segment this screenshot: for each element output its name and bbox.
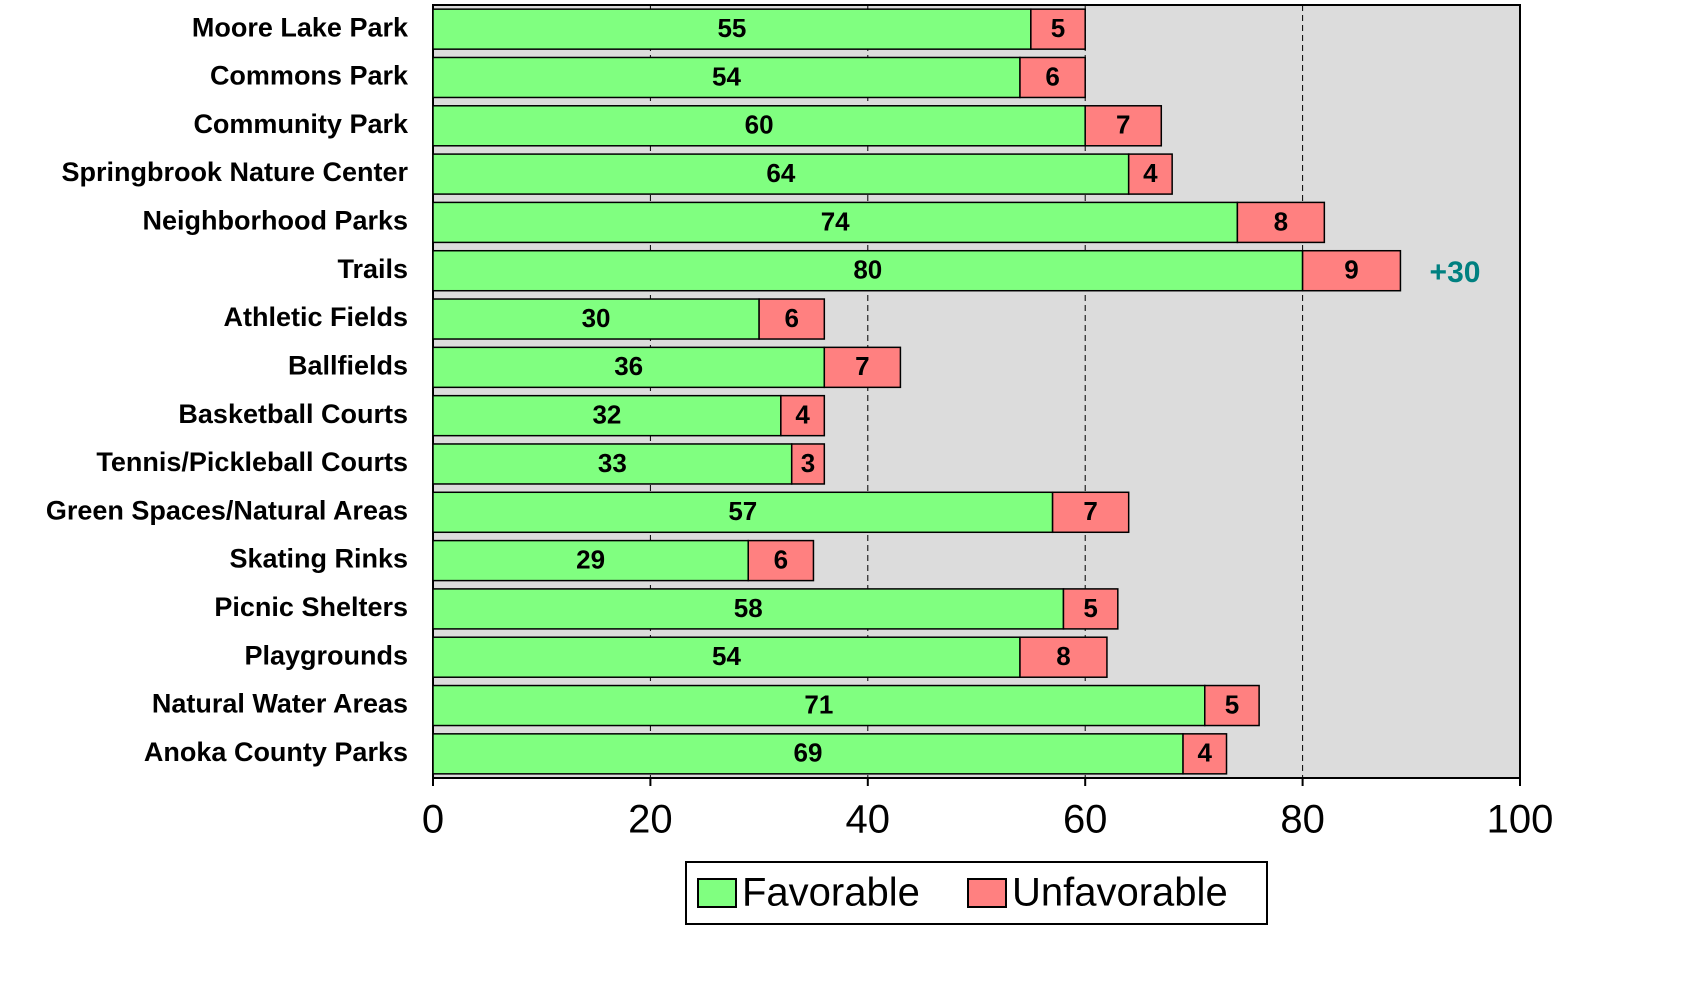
data-label: 60 [745, 110, 774, 140]
bar-segment [1019, 636, 1108, 678]
bar-segment [432, 249, 1304, 292]
data-label: 8 [1274, 206, 1288, 236]
data-label: 36 [614, 351, 643, 381]
data-label: 71 [804, 689, 833, 719]
data-label: 4 [1198, 738, 1213, 768]
data-label: 58 [734, 593, 763, 623]
data-label: 32 [592, 400, 621, 430]
bar-segment [1084, 105, 1163, 147]
data-label: 3 [801, 448, 815, 478]
bar-segment [790, 443, 826, 485]
data-label: 6 [784, 303, 798, 333]
category-label: Community Park [193, 109, 409, 139]
data-label: 8 [1056, 641, 1070, 671]
category-label: Natural Water Areas [152, 689, 408, 719]
data-label: 9 [1344, 255, 1358, 285]
x-tick-label: 20 [628, 798, 673, 842]
x-tick-label: 80 [1280, 798, 1325, 842]
bar-segment [432, 636, 1021, 678]
category-label: Anoka County Parks [144, 737, 408, 767]
bar-segment [432, 56, 1021, 99]
bar-segment [1051, 491, 1130, 534]
bar-segment [432, 8, 1032, 50]
category-label: Skating Rinks [229, 544, 408, 574]
bar-segment [432, 298, 760, 340]
data-label: 30 [582, 303, 611, 333]
category-label: Tennis/Pickleball Courts [96, 447, 408, 477]
bar-segment [747, 539, 815, 582]
bar-segment [432, 153, 1130, 195]
bar-segment [1030, 8, 1086, 50]
legend-swatch [967, 878, 1007, 908]
data-label: 6 [774, 544, 788, 574]
bar-segment [758, 298, 826, 340]
bar-segment [432, 443, 793, 485]
bar-segment [1127, 153, 1173, 195]
data-label: 64 [766, 158, 795, 188]
category-label: Trails [337, 254, 408, 284]
data-label: 7 [1083, 496, 1097, 526]
legend-label: Favorable [742, 871, 920, 915]
data-label: 33 [598, 448, 627, 478]
data-label: 7 [855, 351, 869, 381]
x-tick-label: 0 [422, 798, 444, 842]
data-label: 6 [1045, 61, 1059, 91]
category-label: Athletic Fields [223, 302, 408, 332]
x-tick-label: 40 [846, 798, 891, 842]
data-label: 74 [821, 206, 850, 236]
data-label: 5 [1083, 593, 1097, 623]
data-label: 80 [853, 255, 882, 285]
x-tick-label: 60 [1063, 798, 1108, 842]
category-label: Commons Park [210, 61, 409, 91]
bar-segment [1182, 733, 1228, 775]
bar-segment [432, 491, 1054, 534]
data-label: 57 [728, 496, 757, 526]
bar-segment [780, 394, 826, 437]
bar-segment [1062, 588, 1119, 630]
data-label: 55 [717, 13, 746, 43]
data-label: 29 [576, 544, 605, 574]
category-label: Springbrook Nature Center [61, 157, 408, 187]
bar-segment [823, 346, 902, 389]
category-label: Ballfields [288, 350, 408, 380]
x-tick-label: 100 [1487, 798, 1554, 842]
bar-segment [432, 201, 1239, 244]
bar-segment [1301, 249, 1402, 292]
data-label: 54 [712, 61, 741, 91]
category-label: Playgrounds [244, 640, 408, 670]
bar-segment [432, 539, 749, 582]
bar-segment [1019, 56, 1086, 99]
legend-swatch [697, 878, 737, 908]
annotation: +30 [1430, 256, 1481, 289]
bar-segment [432, 346, 826, 389]
category-label: Neighborhood Parks [142, 206, 408, 236]
data-label: 7 [1116, 110, 1130, 140]
bar-segment [1204, 684, 1260, 727]
data-label: 5 [1225, 689, 1239, 719]
category-label: Green Spaces/Natural Areas [46, 495, 408, 525]
legend-label: Unfavorable [1012, 871, 1228, 915]
category-label: Picnic Shelters [214, 592, 408, 622]
category-label: Moore Lake Park [192, 12, 409, 42]
data-label: 4 [795, 400, 810, 430]
data-label: 4 [1143, 158, 1158, 188]
data-label: 5 [1051, 13, 1065, 43]
category-label: Basketball Courts [178, 399, 408, 429]
data-label: 54 [712, 641, 741, 671]
data-label: 69 [794, 738, 823, 768]
bar-segment [1236, 201, 1326, 244]
bar-segment [432, 105, 1086, 147]
